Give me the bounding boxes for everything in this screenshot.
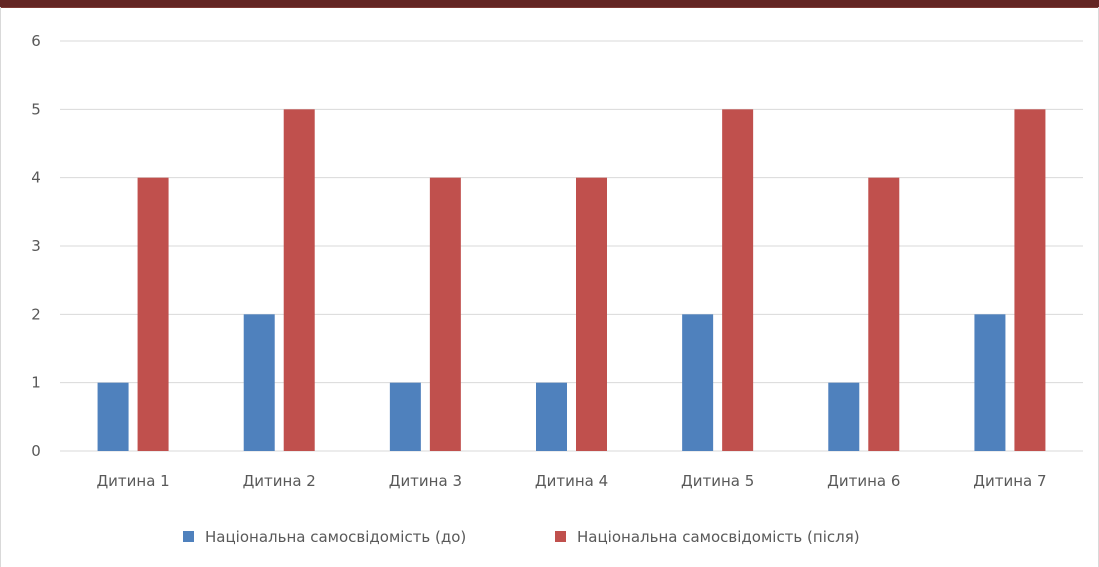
y-axis-ticks: 0 1 2 3 4 5 6 — [31, 32, 41, 460]
y-tick-label: 5 — [31, 100, 41, 118]
x-axis-ticks: Дитина 1 Дитина 2 Дитина 3 Дитина 4 Дитина 5… — [96, 472, 1046, 490]
left-frame-border — [0, 7, 1, 567]
legend-label: Національна самосвідомість (після) — [577, 528, 860, 546]
bar-series-1-5 — [682, 314, 714, 451]
bar-series-1-7 — [974, 314, 1006, 451]
bar-series-2-2 — [283, 109, 315, 451]
bar-series-1-4 — [536, 382, 567, 451]
bar-series-1-6 — [828, 382, 860, 451]
bar-series-2-6 — [868, 177, 900, 451]
bar-series-2-5 — [722, 109, 754, 451]
y-tick-label: 2 — [31, 305, 41, 323]
legend-label: Національна самосвідомість (до) — [205, 528, 466, 546]
bar-series-1-2 — [243, 314, 275, 451]
bars — [97, 109, 1046, 451]
x-tick-label: Дитина 1 — [96, 472, 169, 490]
x-tick-label: Дитина 3 — [389, 472, 462, 490]
gridlines — [60, 40, 1083, 452]
legend: Національна самосвідомість (до) Національ… — [183, 528, 860, 546]
y-tick-label: 1 — [31, 374, 41, 392]
bar-series-1-3 — [389, 382, 421, 451]
x-tick-label: Дитина 6 — [827, 472, 900, 490]
x-tick-label: Дитина 5 — [681, 472, 754, 490]
y-tick-label: 4 — [31, 169, 41, 187]
bar-series-1-1 — [97, 382, 129, 451]
legend-swatch — [555, 531, 566, 542]
y-tick-label: 3 — [31, 237, 41, 255]
x-tick-label: Дитина 4 — [535, 472, 608, 490]
x-tick-label: Дитина 7 — [973, 472, 1046, 490]
bar-series-2-3 — [429, 177, 461, 451]
top-border-bar — [0, 0, 1099, 8]
y-tick-label: 0 — [31, 442, 41, 460]
bar-series-2-4 — [576, 177, 607, 451]
legend-swatch — [183, 531, 194, 542]
bar-series-2-1 — [137, 177, 169, 451]
y-tick-label: 6 — [31, 32, 41, 50]
bar-series-2-7 — [1014, 109, 1046, 451]
x-tick-label: Дитина 2 — [243, 472, 316, 490]
